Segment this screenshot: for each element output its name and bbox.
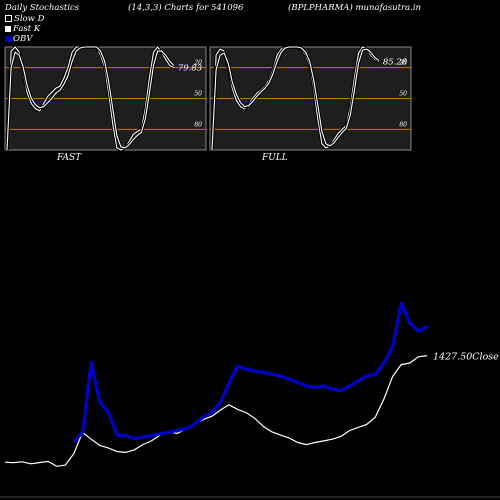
obv-line bbox=[72, 301, 428, 444]
fast-tick-label-20: 80 bbox=[194, 121, 202, 128]
legend-obv-label: OBV bbox=[13, 34, 33, 44]
full-last-value-label: 85.28 bbox=[383, 57, 408, 67]
legend-fast-k: Fast K bbox=[5, 24, 40, 34]
slow-d-swatch bbox=[5, 15, 12, 22]
legend-slow-d-label: Slow D bbox=[14, 14, 45, 24]
close-price-line bbox=[4, 355, 428, 467]
obv-swatch bbox=[5, 36, 11, 42]
legend-slow-d: Slow D bbox=[5, 14, 44, 24]
close-last-value-label: 1427.50Close bbox=[433, 352, 499, 363]
fast-k-swatch bbox=[5, 26, 11, 32]
full-tick-label-50: 50 bbox=[399, 91, 407, 98]
legend-obv: OBV bbox=[5, 34, 32, 44]
full-panel-label: FULL bbox=[262, 153, 288, 163]
full-series-slow-d bbox=[211, 46, 380, 151]
chart-title: Daily Stochastics bbox=[5, 3, 80, 13]
fast-panel-label: FAST bbox=[57, 153, 82, 163]
full-tick-label-80: 20 bbox=[398, 60, 407, 67]
fast-tick-label-80: 20 bbox=[193, 60, 202, 67]
fast-last-value-label: 79.83 bbox=[178, 64, 202, 74]
full-tick-label-20: 80 bbox=[399, 121, 407, 128]
fast-tick-label-50: 50 bbox=[194, 91, 202, 98]
legend-fast-k-label: Fast K bbox=[13, 24, 41, 34]
chart-symbol-title: (14,3,3) Charts for 541096 bbox=[128, 3, 244, 13]
chart-source-title: (BPLPHARMA) munafasutra.in bbox=[288, 3, 422, 13]
fast-series-slow-d bbox=[6, 46, 175, 151]
